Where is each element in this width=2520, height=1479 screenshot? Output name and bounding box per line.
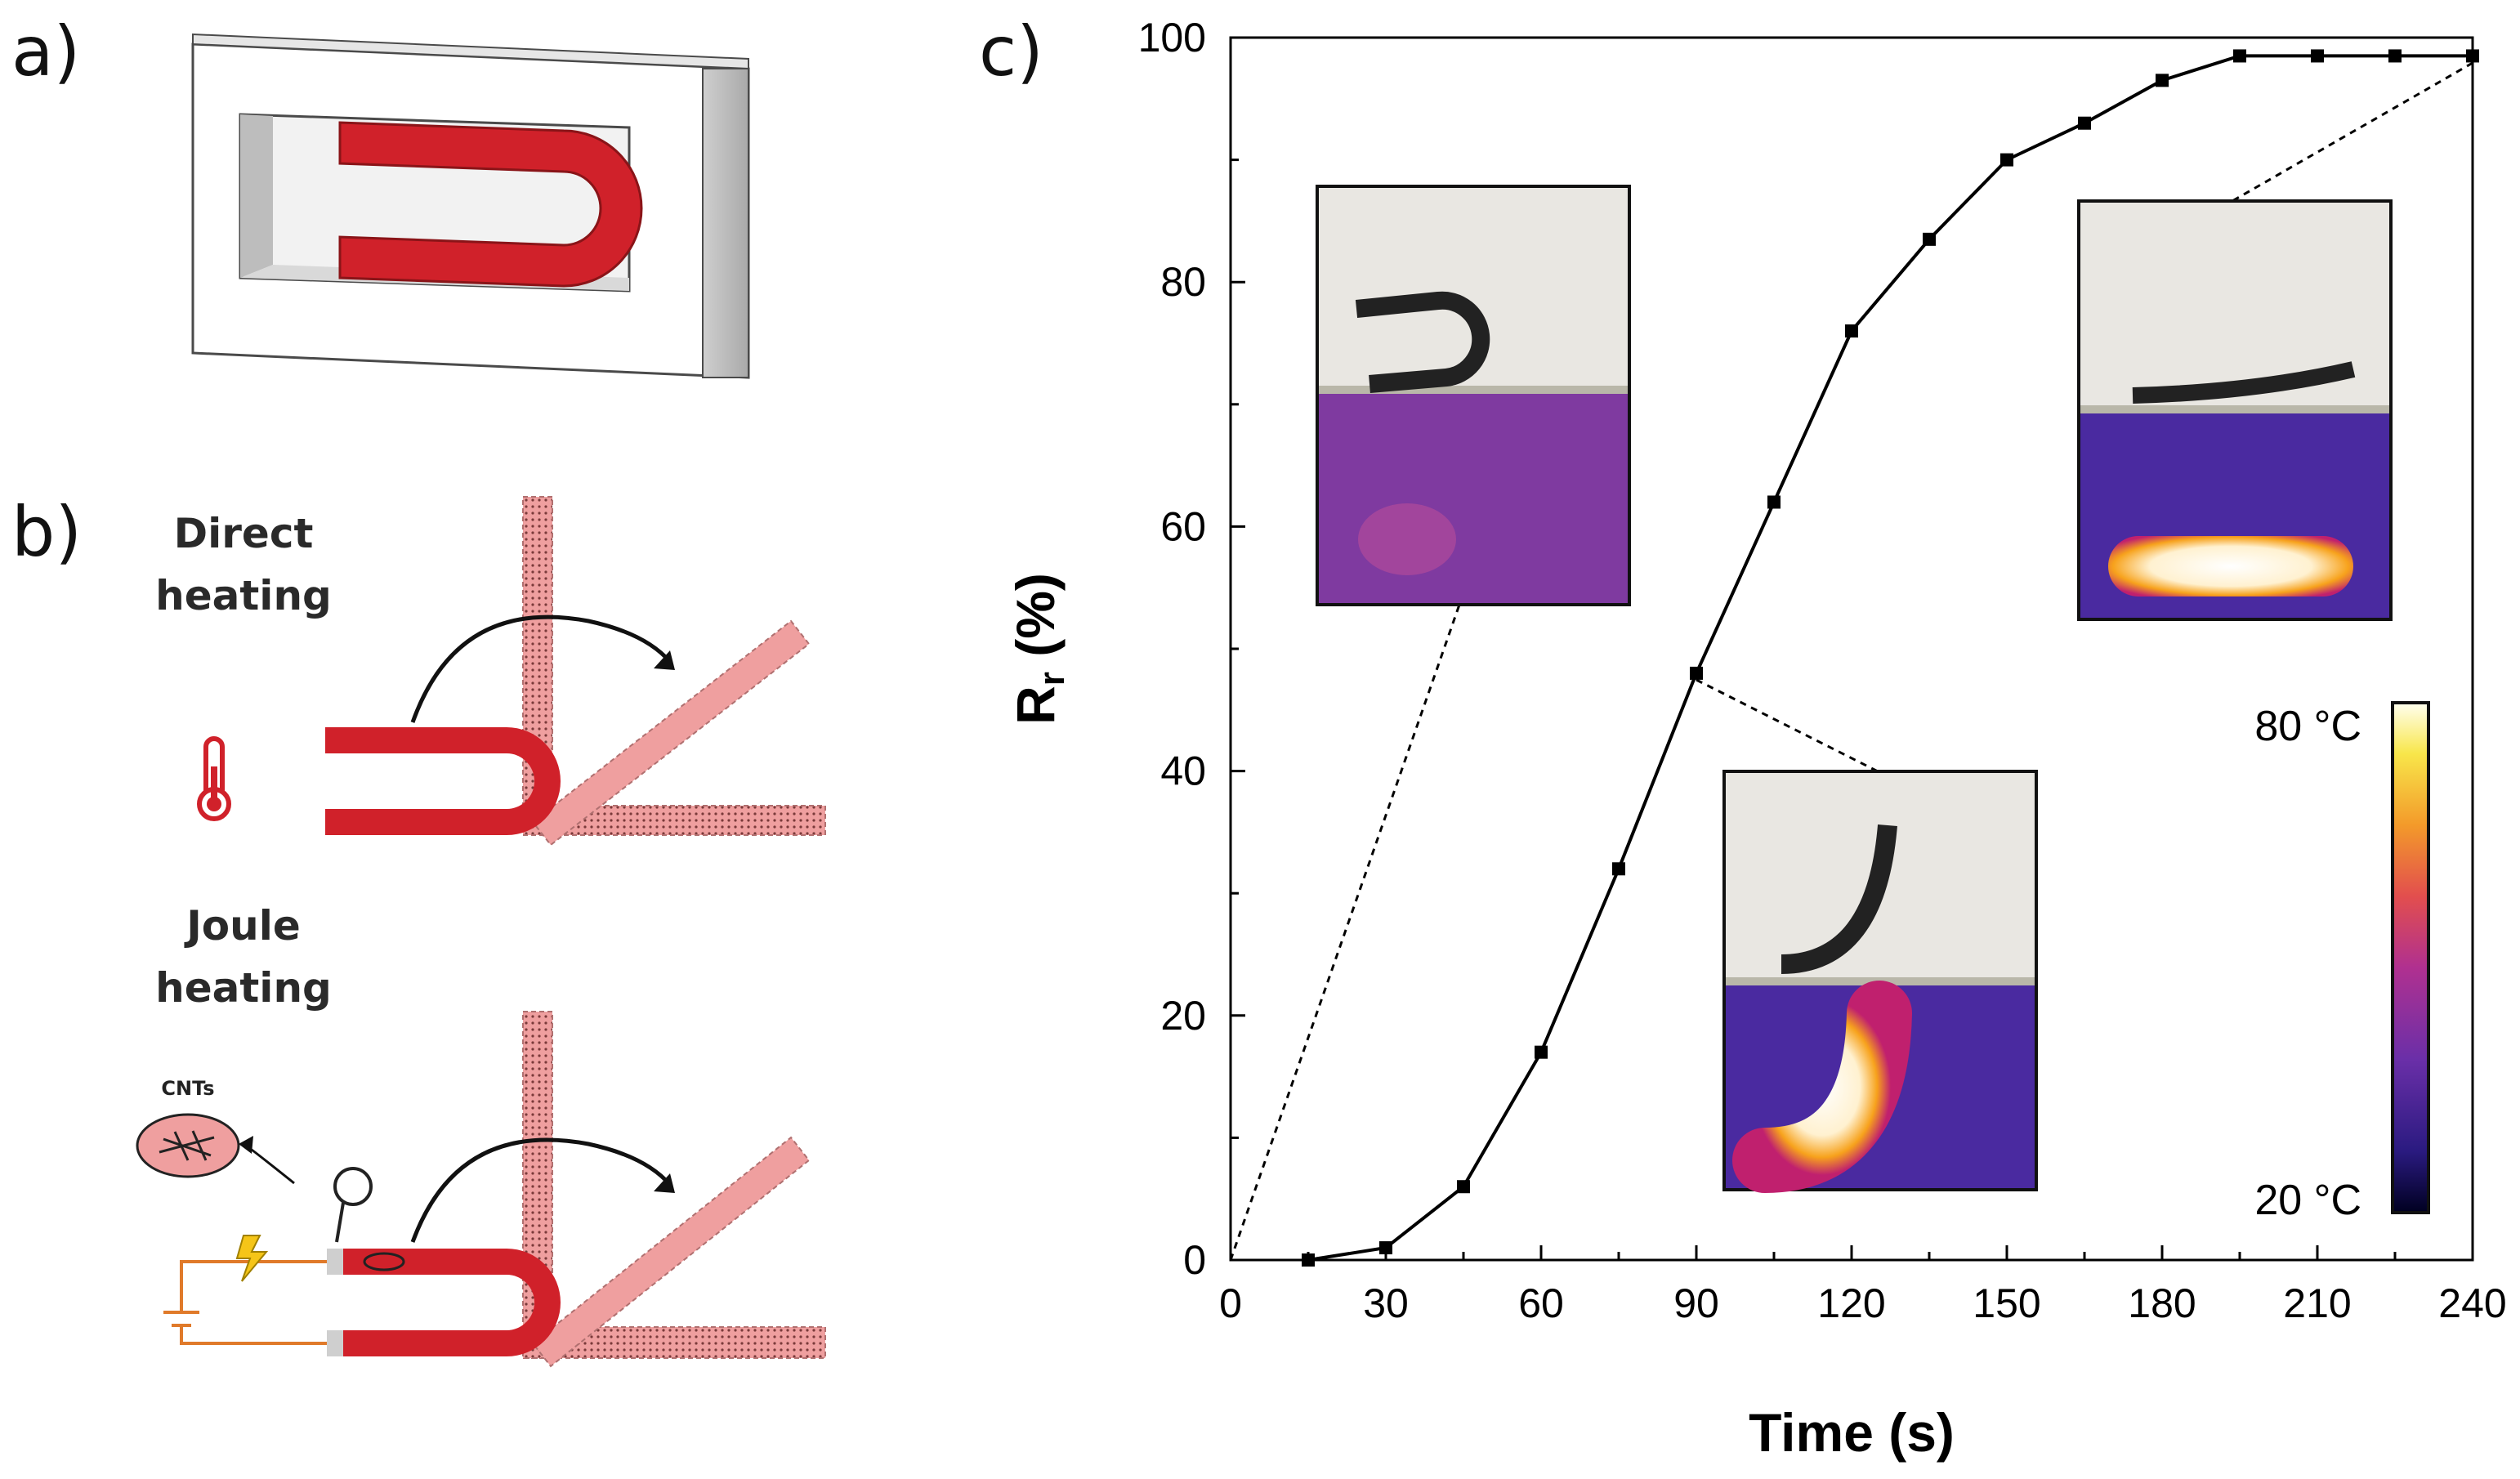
- inset-photo-0s: [1316, 185, 1631, 606]
- colorbar: 80 °C 20 °C: [2254, 701, 2430, 1224]
- x-tick-label: 120: [1817, 1280, 1885, 1326]
- x-tick-label: 30: [1363, 1280, 1409, 1326]
- x-axis-title: Time (s): [1749, 1402, 1955, 1463]
- data-point: [1845, 324, 1858, 338]
- lightning-icon: [235, 1235, 269, 1282]
- panel-c-label: c): [979, 11, 1043, 92]
- y-tick-label: 60: [1160, 503, 1206, 549]
- data-point: [1535, 1045, 1548, 1059]
- data-point: [2466, 49, 2479, 63]
- magnet-b-joule: [342, 1249, 561, 1356]
- inset-photo-90s: [1722, 770, 2038, 1193]
- x-tick-label: 0: [1219, 1280, 1242, 1326]
- wire-top: [180, 1260, 327, 1312]
- y-axis-title-suffix: (%): [1005, 573, 1066, 672]
- x-tick-label: 240: [2438, 1280, 2506, 1326]
- data-point: [2388, 49, 2402, 63]
- panel-a-illustration: [191, 33, 750, 379]
- thermometer-icon: [197, 736, 231, 821]
- y-tick-label: 0: [1183, 1237, 1206, 1283]
- data-point: [2000, 153, 2013, 167]
- data-point: [1690, 666, 1703, 680]
- data-point: [1302, 1253, 1315, 1267]
- direct-heating-label-1: Direct: [174, 510, 314, 557]
- x-axis: 0 30 60 90 120 150 180 210 240: [1219, 1245, 2507, 1326]
- y-axis-title: Rr (%): [1005, 573, 1072, 725]
- direct-heating-label-2: heating: [155, 572, 332, 619]
- x-tick-label: 180: [2128, 1280, 2196, 1326]
- y-tick-label: 20: [1160, 993, 1206, 1039]
- leader-line-240s: [2232, 61, 2473, 203]
- x-tick-label: 150: [1973, 1280, 2040, 1326]
- y-tick-label: 100: [1138, 15, 1206, 60]
- y-tick-label: 80: [1160, 259, 1206, 305]
- data-point: [2156, 74, 2169, 87]
- x-tick-label: 90: [1673, 1280, 1719, 1326]
- data-point: [2233, 49, 2246, 63]
- fixture-diagonal-1: [531, 619, 811, 847]
- leader-line-0s: [1229, 604, 1461, 1261]
- panel-a-label: a): [11, 11, 80, 92]
- x-tick-label: 60: [1518, 1280, 1564, 1326]
- data-point: [2311, 49, 2324, 63]
- fixture-diagonal-2: [531, 1136, 811, 1368]
- data-point: [1457, 1180, 1470, 1194]
- colorbar-min-label: 20 °C: [2254, 1177, 2361, 1224]
- data-point: [1379, 1241, 1392, 1255]
- y-axis-title-main: R: [1005, 686, 1066, 725]
- cnts-label: CNTs: [161, 1077, 214, 1100]
- leader-line-90s: [1696, 678, 1879, 773]
- y-axis-title-sub: r: [1032, 672, 1072, 686]
- data-point: [1612, 862, 1625, 876]
- x-tick-label: 210: [2283, 1280, 2351, 1326]
- panel-b-illustration: Direct heating Joule heating CNTs: [136, 496, 826, 1368]
- colorbar-max-label: 80 °C: [2254, 703, 2361, 750]
- data-point: [1767, 495, 1781, 509]
- arrow-direct: [410, 614, 672, 723]
- y-tick-label: 40: [1160, 748, 1206, 794]
- panel-b-label: b): [11, 492, 82, 572]
- chart: 0 30 60 90 120 150 180 210 240 0 20 40 60 80 100: [1005, 15, 2507, 1463]
- y-axis: 0 20 40 60 80 100: [1138, 15, 1245, 1283]
- inset-photo-240s: [2077, 199, 2393, 621]
- series-line: [1307, 54, 2473, 1262]
- magnet-a: [338, 121, 643, 288]
- wire-bottom: [180, 1325, 327, 1345]
- data-point: [2078, 116, 2091, 130]
- series-markers: [1302, 49, 2479, 1267]
- arrow-joule: [410, 1137, 672, 1243]
- data-point: [1923, 232, 1936, 246]
- magnifier-icon: [333, 1167, 373, 1206]
- joule-heating-label-1: Joule: [184, 902, 301, 950]
- magnet-b-direct: [325, 727, 561, 835]
- joule-heating-label-2: heating: [155, 964, 332, 1012]
